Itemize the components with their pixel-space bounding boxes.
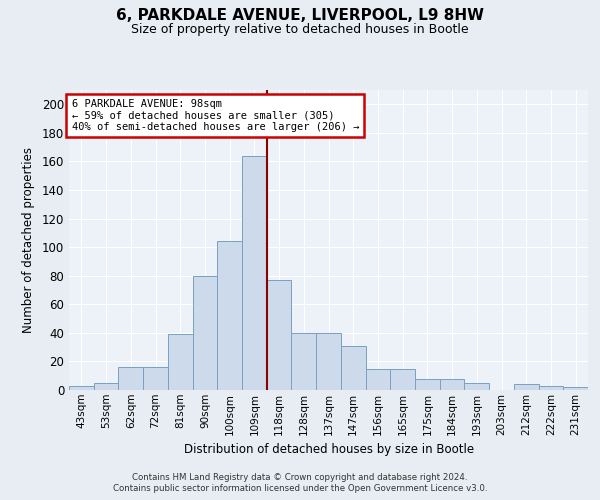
Bar [341,346,365,390]
Bar [118,367,143,390]
Bar [193,276,217,390]
Bar [316,333,341,390]
Bar [415,378,440,390]
Bar [464,383,489,390]
Text: Contains public sector information licensed under the Open Government Licence v3: Contains public sector information licen… [113,484,487,493]
Bar [217,242,242,390]
Bar [168,334,193,390]
Bar [440,378,464,390]
Text: Distribution of detached houses by size in Bootle: Distribution of detached houses by size … [184,442,474,456]
Text: Size of property relative to detached houses in Bootle: Size of property relative to detached ho… [131,22,469,36]
Text: 6 PARKDALE AVENUE: 98sqm
← 59% of detached houses are smaller (305)
40% of semi-: 6 PARKDALE AVENUE: 98sqm ← 59% of detach… [71,99,359,132]
Bar [267,280,292,390]
Bar [69,386,94,390]
Bar [143,367,168,390]
Bar [242,156,267,390]
Text: Contains HM Land Registry data © Crown copyright and database right 2024.: Contains HM Land Registry data © Crown c… [132,472,468,482]
Bar [539,386,563,390]
Bar [292,333,316,390]
Text: 6, PARKDALE AVENUE, LIVERPOOL, L9 8HW: 6, PARKDALE AVENUE, LIVERPOOL, L9 8HW [116,8,484,22]
Bar [514,384,539,390]
Bar [563,387,588,390]
Bar [390,368,415,390]
Y-axis label: Number of detached properties: Number of detached properties [22,147,35,333]
Bar [365,368,390,390]
Bar [94,383,118,390]
